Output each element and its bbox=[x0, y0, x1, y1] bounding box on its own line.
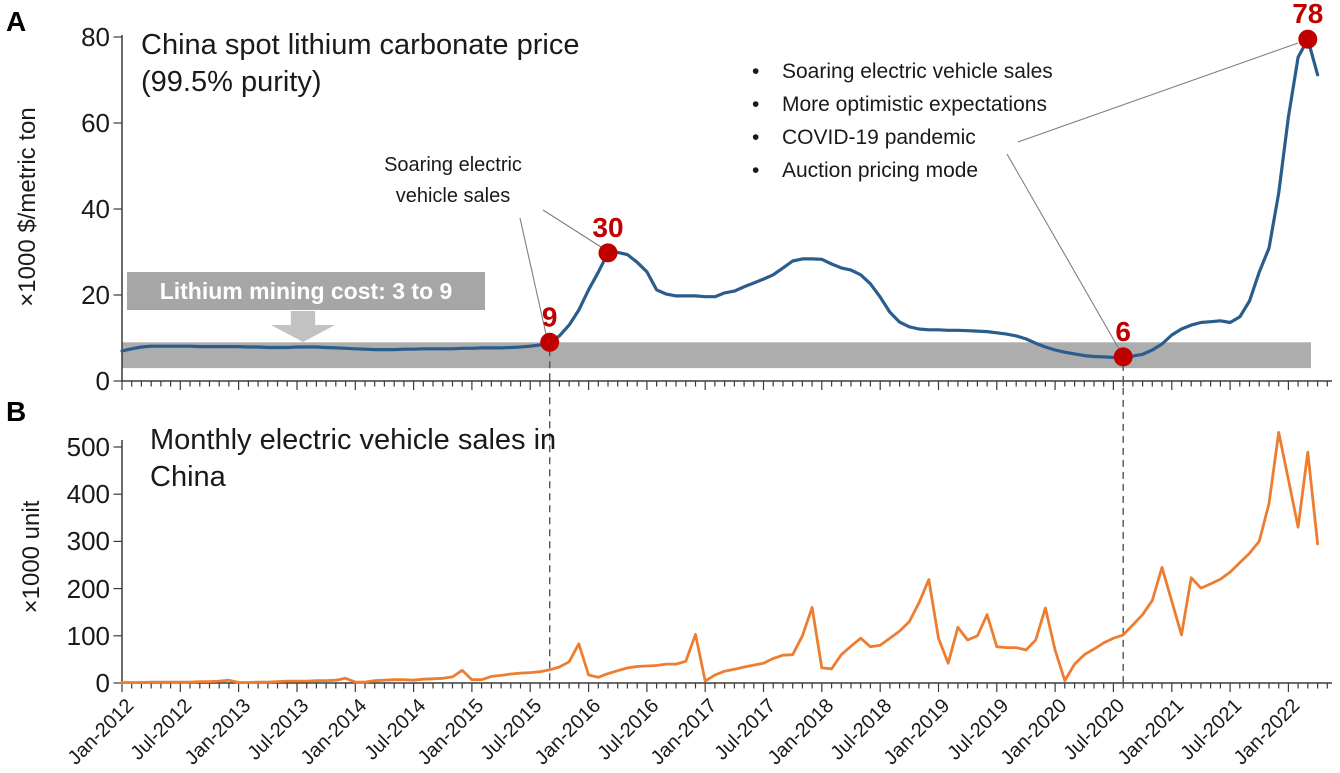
panel-a-y-tick-label: 60 bbox=[81, 108, 110, 138]
panel-b-y-tick-label: 100 bbox=[66, 621, 110, 651]
leader-line-1 bbox=[519, 217, 547, 335]
marker-label-9: 9 bbox=[542, 301, 558, 332]
bullet-icon: • bbox=[752, 126, 760, 149]
marker-dot-6 bbox=[1113, 347, 1133, 367]
ev-sales-line bbox=[120, 430, 1319, 684]
mining-cost-label-box: Lithium mining cost: 3 to 9 bbox=[127, 272, 485, 310]
panel-a-y-axis-label: ×1000 $/metric ton bbox=[14, 107, 41, 307]
marker-label-78: 78 bbox=[1292, 0, 1323, 29]
panel-a-title: China spot lithium carbonate price (99.5… bbox=[141, 29, 580, 98]
bullet-item: • Soaring electric vehicle sales bbox=[752, 55, 1053, 88]
leader-line-4 bbox=[1006, 153, 1120, 350]
bullet-item: • More optimistic expectations bbox=[752, 88, 1053, 121]
callout-soaring-ev-sales: Soaring electric vehicle sales bbox=[384, 154, 522, 207]
bullet-icon: • bbox=[752, 60, 760, 83]
cause-bullet-list: • Soaring electric vehicle sales • More opt… bbox=[752, 55, 1053, 187]
panel-b-y-tick-label: 0 bbox=[95, 668, 110, 698]
panel-b-y-tick-label: 300 bbox=[66, 526, 110, 556]
panel-b-title: Monthly electric vehicle sales in China bbox=[150, 424, 557, 493]
leader-line-2 bbox=[542, 209, 602, 248]
bullet-text: COVID-19 pandemic bbox=[782, 126, 976, 149]
bullet-text: More optimistic expectations bbox=[782, 93, 1047, 116]
marker-dot-30 bbox=[598, 243, 618, 263]
marker-dot-78 bbox=[1298, 29, 1318, 49]
panel-a-y-tick-label: 0 bbox=[95, 366, 110, 396]
panel-a-y-tick-label: 20 bbox=[81, 280, 110, 310]
bullet-item: • COVID-19 pandemic bbox=[752, 121, 1053, 154]
panel-a-y-tick-label: 80 bbox=[81, 22, 110, 52]
panel-a-label: A bbox=[6, 6, 27, 37]
bullet-icon: • bbox=[752, 93, 760, 116]
panel-b-y-tick-label: 500 bbox=[66, 432, 110, 462]
bullet-item: • Auction pricing mode bbox=[752, 154, 1053, 187]
panel-b-label: B bbox=[6, 396, 27, 427]
bullet-icon: • bbox=[752, 159, 760, 182]
panel-b-y-tick-label: 200 bbox=[66, 574, 110, 604]
panel-b-y-tick-label: 400 bbox=[66, 479, 110, 509]
panel-a-y-tick-label: 40 bbox=[81, 194, 110, 224]
marker-label-6: 6 bbox=[1115, 316, 1131, 347]
bullet-text: Soaring electric vehicle sales bbox=[782, 60, 1053, 83]
bullet-text: Auction pricing mode bbox=[782, 159, 979, 182]
marker-dot-9 bbox=[540, 332, 560, 352]
leader-line-3 bbox=[1017, 42, 1299, 143]
marker-label-30: 30 bbox=[592, 212, 623, 243]
